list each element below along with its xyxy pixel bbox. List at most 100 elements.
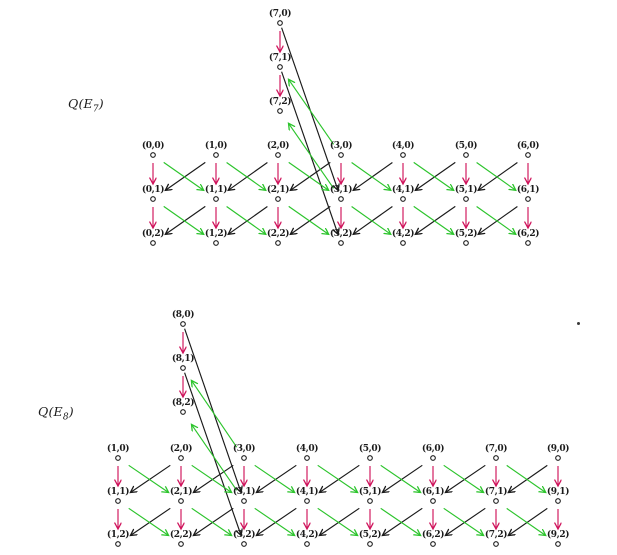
node-label: (1,0) xyxy=(205,140,227,151)
black-arrow xyxy=(415,205,456,234)
node-label: (9,2) xyxy=(547,529,569,540)
node: (8,2) xyxy=(172,397,195,415)
node: (4,2) xyxy=(296,529,319,547)
node-circle xyxy=(367,455,373,461)
green-arrow xyxy=(191,507,232,535)
node-label: (8,2) xyxy=(172,397,194,408)
green-arrow xyxy=(317,464,358,492)
node: (1,0) xyxy=(107,443,130,461)
node-label: (1,2) xyxy=(107,529,129,540)
node: (7,2) xyxy=(485,529,508,547)
node-circle xyxy=(304,455,310,461)
node: (5,0) xyxy=(359,443,382,461)
node: (1,2) xyxy=(205,228,228,246)
node-label: (5,0) xyxy=(359,443,381,454)
period-dot xyxy=(577,322,580,325)
node-circle xyxy=(115,455,121,461)
black-arrow xyxy=(165,161,206,190)
black-arrow xyxy=(193,507,234,535)
node-label: (7,1) xyxy=(269,52,291,63)
node-circle xyxy=(277,20,283,26)
black-arrow xyxy=(256,464,297,492)
node-circle xyxy=(304,498,310,504)
black-arrow xyxy=(445,464,486,492)
green-arrow xyxy=(254,507,295,535)
green-arrow xyxy=(380,464,421,492)
node: (4,1) xyxy=(392,184,415,202)
green-arrow xyxy=(443,464,484,492)
black-arrow xyxy=(319,464,360,492)
node-label: (3,2) xyxy=(233,529,255,540)
node-label: (7,2) xyxy=(269,96,291,107)
green-arrow xyxy=(254,464,295,492)
node-circle xyxy=(277,108,283,114)
green-arrow xyxy=(288,205,329,234)
node-label: (0,2) xyxy=(142,228,164,239)
node-circle xyxy=(180,321,186,327)
label-e7-subscript: 7 xyxy=(92,104,99,115)
node-circle xyxy=(178,498,184,504)
black-arrow xyxy=(353,206,393,235)
black-arrow xyxy=(478,162,518,191)
black-arrow xyxy=(130,507,171,535)
diagram-E8: (8,0) (8,1) (8,2) (1,0) (2,0) (3,0) (4,0) (5,0)… xyxy=(107,309,570,547)
node-circle xyxy=(400,196,406,202)
node: (8,0) xyxy=(172,309,195,327)
black-arrow xyxy=(184,328,242,493)
node-circle xyxy=(463,240,469,246)
green-arrow xyxy=(192,424,238,491)
node-label: (6,0) xyxy=(517,140,539,151)
node-circle xyxy=(304,541,310,547)
node-circle xyxy=(150,152,156,158)
node-label: (0,0) xyxy=(142,140,164,151)
green-arrow xyxy=(351,206,391,235)
green-arrow xyxy=(226,162,266,191)
node: (1,1) xyxy=(107,486,130,504)
node-label: (5,2) xyxy=(359,529,381,540)
black-arrow xyxy=(382,464,423,492)
node-circle xyxy=(241,455,247,461)
node-label: (3,2) xyxy=(330,228,352,239)
green-arrow xyxy=(506,507,546,535)
node-circle xyxy=(275,152,281,158)
node-circle xyxy=(150,240,156,246)
node: (7,0) xyxy=(269,8,292,26)
node-circle xyxy=(115,498,121,504)
node-circle xyxy=(275,196,281,202)
node-circle xyxy=(180,365,186,371)
diagram-label-e8: Q(E8) xyxy=(38,404,74,423)
node-circle xyxy=(400,240,406,246)
black-arrow xyxy=(193,464,234,492)
node: (6,0) xyxy=(422,443,445,461)
node-label: (9,0) xyxy=(547,443,569,454)
node-circle xyxy=(493,455,499,461)
node-circle xyxy=(367,498,373,504)
green-arrow xyxy=(476,162,516,191)
node-circle xyxy=(555,541,561,547)
node: (9,1) xyxy=(547,486,570,504)
node-label: (6,1) xyxy=(422,486,444,497)
diagram-label-e7: Q(E7) xyxy=(68,96,104,115)
green-arrow xyxy=(443,507,484,535)
node: (9,2) xyxy=(547,529,570,547)
node-label: (5,2) xyxy=(455,228,477,239)
node: (4,2) xyxy=(392,228,415,246)
node: (7,2) xyxy=(269,96,292,114)
node-circle xyxy=(338,240,344,246)
node-circle xyxy=(555,498,561,504)
green-arrow xyxy=(413,205,454,234)
node-label: (3,1) xyxy=(330,184,352,195)
green-arrow xyxy=(351,162,391,191)
node-label: (7,1) xyxy=(485,486,507,497)
node: (7,1) xyxy=(485,486,508,504)
node-label: (6,2) xyxy=(422,529,444,540)
node: (8,1) xyxy=(172,353,195,371)
node-circle xyxy=(178,455,184,461)
node: (4,1) xyxy=(296,486,319,504)
green-arrow xyxy=(128,464,169,492)
node-circle xyxy=(275,240,281,246)
node: (2,1) xyxy=(267,184,290,202)
black-arrow xyxy=(290,205,331,234)
node: (3,0) xyxy=(233,443,256,461)
node: (5,2) xyxy=(455,228,478,246)
